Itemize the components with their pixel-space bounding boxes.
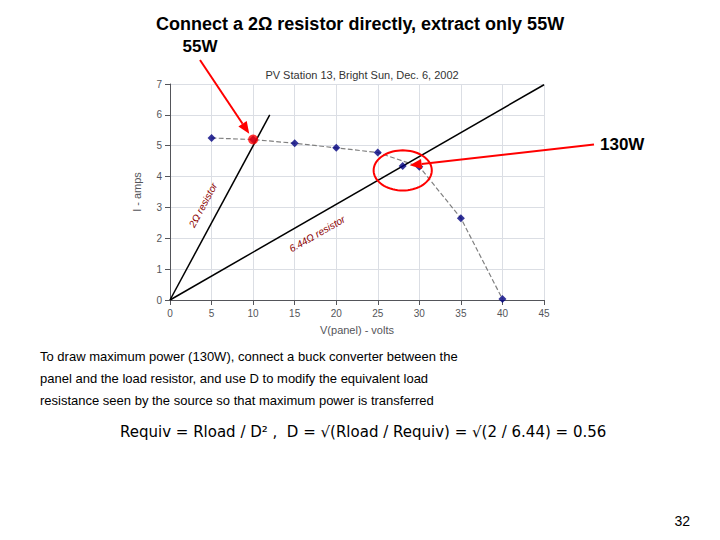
svg-text:2: 2 xyxy=(156,233,162,244)
svg-text:PV Station 13, Bright Sun, Dec: PV Station 13, Bright Sun, Dec. 6, 2002 xyxy=(265,69,458,81)
svg-text:V(panel) - volts: V(panel) - volts xyxy=(320,324,394,336)
svg-text:0: 0 xyxy=(156,295,162,306)
svg-text:30: 30 xyxy=(414,308,426,319)
svg-text:I - amps: I - amps xyxy=(131,172,143,212)
svg-text:2Ω resistor: 2Ω resistor xyxy=(186,180,220,230)
svg-text:6: 6 xyxy=(156,109,162,120)
svg-text:32: 32 xyxy=(674,513,690,529)
svg-text:Connect a 2Ω resistor directly: Connect a 2Ω resistor directly, extract … xyxy=(156,14,564,34)
svg-text:1: 1 xyxy=(156,264,162,275)
svg-text:15: 15 xyxy=(289,308,301,319)
svg-text:To draw maximum power (130W),: To draw maximum power (130W), connect a … xyxy=(40,349,458,364)
svg-text:25: 25 xyxy=(372,308,384,319)
svg-text:5: 5 xyxy=(209,308,215,319)
svg-text:45: 45 xyxy=(538,308,550,319)
svg-text:5: 5 xyxy=(156,140,162,151)
svg-text:resistance seen by the source: resistance seen by the source so that ma… xyxy=(40,393,434,408)
svg-text:55W: 55W xyxy=(183,37,219,56)
svg-text:40: 40 xyxy=(497,308,509,319)
svg-text:20: 20 xyxy=(331,308,343,319)
svg-text:panel and the load resistor, a: panel and the load resistor, and use D t… xyxy=(40,371,428,386)
svg-text:3: 3 xyxy=(156,202,162,213)
svg-text:6.44Ω resistor: 6.44Ω resistor xyxy=(287,213,347,254)
svg-text:130W: 130W xyxy=(600,135,645,154)
svg-text:0: 0 xyxy=(167,308,173,319)
svg-text:10: 10 xyxy=(248,308,260,319)
svg-text:7: 7 xyxy=(156,79,162,90)
svg-text:35: 35 xyxy=(455,308,467,319)
svg-text:Requiv = Rload / D² , D = √(R: Requiv = Rload / D² , D = √(Rload / Requ… xyxy=(120,423,606,441)
svg-text:4: 4 xyxy=(156,171,162,182)
